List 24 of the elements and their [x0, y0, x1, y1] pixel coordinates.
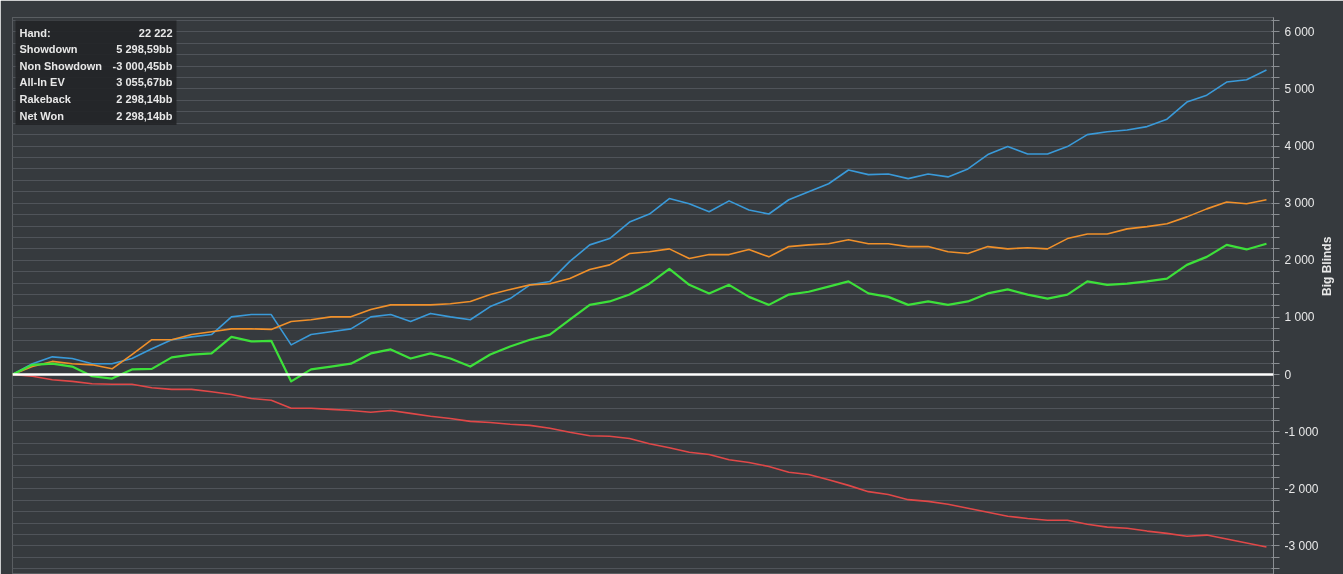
- y-tick-label: 1 000: [1284, 310, 1315, 325]
- y-tick-label: 4 000: [1284, 139, 1315, 154]
- annotation: 3 055,67bb: [116, 76, 173, 89]
- y-tick-label: 5 000: [1284, 81, 1315, 96]
- y-tick-label: 2 000: [1284, 253, 1315, 268]
- annotation: Net Won: [19, 109, 65, 122]
- y-tick-label: 3 000: [1284, 196, 1315, 211]
- annotation: 2 298,14bb: [116, 109, 173, 122]
- annotation: 5 298,59bb: [116, 43, 173, 56]
- annotation: Non Showdown: [19, 59, 103, 72]
- y-tick-label: 6 000: [1284, 24, 1315, 39]
- annotation: 2 298,14bb: [116, 92, 173, 105]
- annotation: -3 000,45bb: [112, 59, 173, 72]
- y-tick-label: -1 000: [1284, 424, 1319, 439]
- y-axis-title: Big Blinds: [1319, 236, 1334, 296]
- line-series: [12, 242, 1268, 383]
- annotation: Showdown: [19, 43, 78, 56]
- y-tick-label: -2 000: [1284, 481, 1319, 496]
- annotation: 22 222: [138, 26, 173, 39]
- y-tick-label: 0: [1284, 367, 1292, 382]
- annotation: Hand:: [19, 26, 51, 39]
- annotation: Rakeback: [19, 92, 72, 105]
- y-tick-label: -3 000: [1284, 538, 1319, 553]
- annotation: All-In EV: [19, 76, 66, 89]
